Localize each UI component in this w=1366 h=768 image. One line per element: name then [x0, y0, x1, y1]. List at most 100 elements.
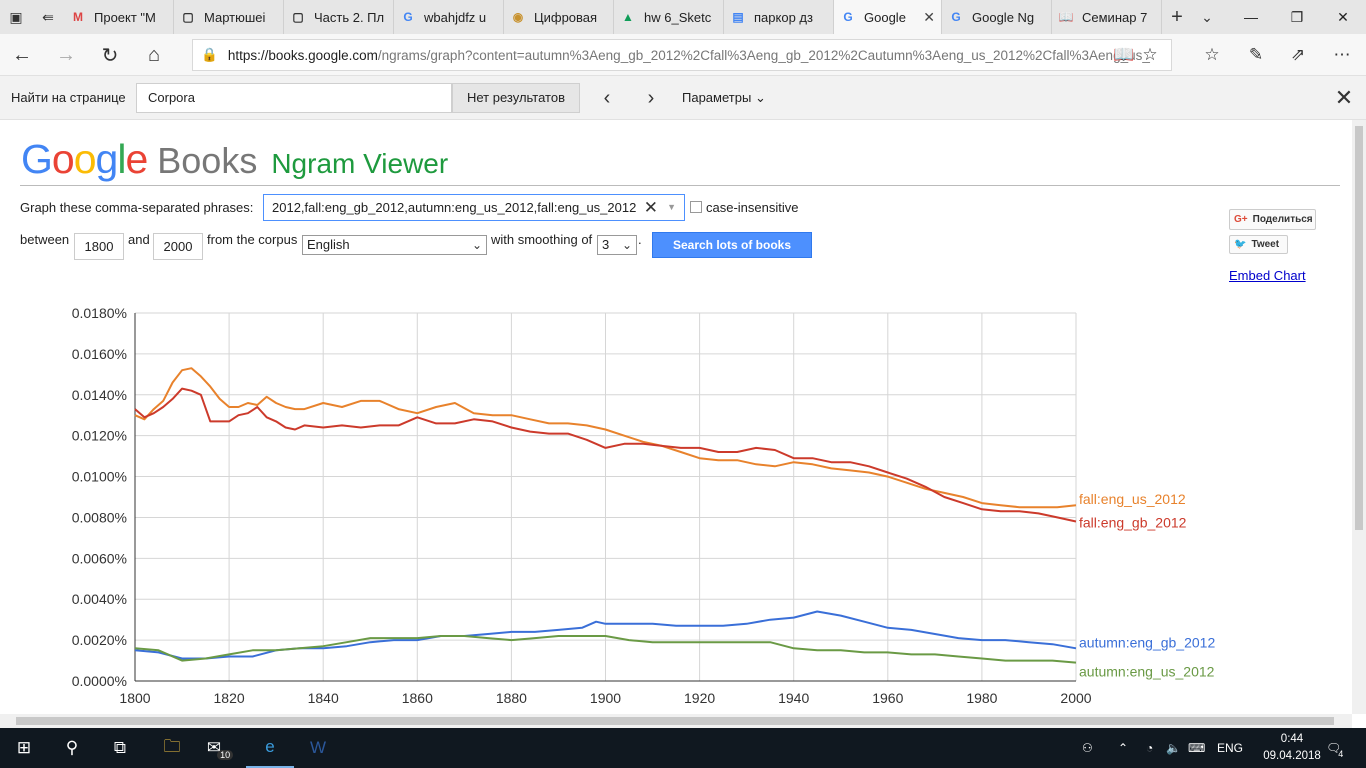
- people-icon[interactable]: ⚇: [1082, 741, 1093, 755]
- series-line: [134, 367, 1077, 509]
- find-close-icon[interactable]: ✕: [1334, 85, 1354, 110]
- notification-count: 4: [1338, 749, 1344, 759]
- vertical-scrollbar[interactable]: [1352, 120, 1366, 714]
- y-tick-label: 0.0160%: [72, 346, 127, 362]
- tab-preview-chevron-icon[interactable]: ⌄: [1201, 8, 1213, 25]
- corpus-value: English: [307, 237, 350, 252]
- browser-tab[interactable]: ▢ Часть 2. Пл: [284, 0, 394, 34]
- address-bar-row: ← → ↻ ⌂ 🔒 https://books.google.com/ngram…: [0, 34, 1366, 76]
- forward-icon[interactable]: →: [56, 43, 76, 66]
- windows-taskbar: ⊞ ⚲ ⧉ 🗀 ✉ 10 e W ⚇ ⌃ ◔ 🔈 ⌨ ENG 0:44 09.04…: [0, 728, 1366, 768]
- favorite-star-icon[interactable]: ☆: [1142, 45, 1158, 64]
- search-button[interactable]: Search lots of books: [652, 232, 812, 258]
- browser-tab[interactable]: M Проект "М: [64, 0, 174, 34]
- new-tab-button[interactable]: +: [1171, 5, 1183, 28]
- share-icon[interactable]: ⇗: [1290, 45, 1306, 64]
- find-next-icon[interactable]: ›: [647, 86, 655, 109]
- web-note-icon[interactable]: ✎: [1248, 45, 1264, 64]
- find-options-label: Параметры: [682, 90, 752, 105]
- horizontal-scrollbar[interactable]: [0, 714, 1352, 728]
- file-explorer-icon[interactable]: 🗀: [163, 736, 181, 756]
- embed-chart-link[interactable]: Embed Chart: [1229, 268, 1306, 283]
- find-options-button[interactable]: Параметры ⌄: [682, 90, 766, 106]
- case-insensitive-label: case-insensitive: [706, 200, 799, 215]
- case-insensitive-checkbox[interactable]: [690, 201, 702, 213]
- y-tick-label: 0.0000%: [72, 673, 127, 689]
- cybermap-icon: ◉: [512, 10, 524, 24]
- x-tick-label: 1980: [966, 690, 997, 706]
- restore-icon[interactable]: ❐: [1290, 8, 1304, 25]
- close-window-icon[interactable]: ✕: [1337, 8, 1349, 25]
- lock-icon: 🔒: [201, 47, 218, 62]
- browser-tab[interactable]: G Google Ng: [942, 0, 1052, 34]
- share-button[interactable]: G+ Поделиться: [1229, 209, 1316, 230]
- mail-icon[interactable]: ✉ 10: [196, 728, 244, 768]
- between-label: between: [20, 232, 70, 247]
- browser-tab[interactable]: ▲ hw 6_Sketc: [614, 0, 724, 34]
- find-label: Найти на странице: [11, 90, 126, 105]
- action-center-icon[interactable]: 🗨 4: [1326, 741, 1344, 759]
- gmail-icon: M: [73, 10, 83, 24]
- vertical-scroll-thumb[interactable]: [1355, 126, 1363, 530]
- set-aside-tabs-icon[interactable]: ⇚: [42, 8, 54, 25]
- keyboard-icon[interactable]: ⌨: [1188, 741, 1206, 755]
- back-icon[interactable]: ←: [12, 43, 32, 66]
- word-icon[interactable]: W: [309, 738, 327, 757]
- browser-tab[interactable]: 📖 Семинар 7: [1052, 0, 1162, 34]
- minimize-icon[interactable]: —: [1244, 9, 1258, 25]
- start-icon[interactable]: ⊞: [16, 738, 32, 757]
- favorites-hub-icon[interactable]: ☆: [1204, 45, 1220, 64]
- browser-tab[interactable]: G Google ✕: [834, 0, 942, 34]
- browser-tab[interactable]: ▢ Мартюшеі: [174, 0, 284, 34]
- volume-icon[interactable]: 🔈: [1166, 741, 1181, 755]
- url-path: /ngrams/graph?content=autumn%3Aeng_gb_20…: [377, 47, 1150, 63]
- tab-title: Часть 2. Пл: [314, 9, 385, 25]
- tray-chevron-icon[interactable]: ⌃: [1118, 741, 1129, 755]
- clear-icon[interactable]: ✕: [643, 198, 658, 217]
- search-icon[interactable]: ⚲: [65, 738, 79, 757]
- find-prev-icon[interactable]: ‹: [603, 86, 611, 109]
- google-icon: G: [843, 10, 853, 24]
- tab-title: Цифровая: [534, 9, 598, 25]
- page-icon: ▢: [182, 10, 194, 24]
- url-field[interactable]: 🔒 https://books.google.com/ngrams/graph?…: [192, 39, 1172, 71]
- tab-title: wbahjdfz u: [424, 9, 487, 25]
- tweet-button[interactable]: 🐦 Tweet: [1229, 235, 1288, 254]
- edge-browser-icon[interactable]: e: [246, 728, 294, 768]
- x-tick-label: 1960: [872, 690, 903, 706]
- and-label: and: [128, 232, 150, 247]
- tab-title: паркор дз: [754, 9, 813, 25]
- tab-groups-icon[interactable]: ▣: [9, 8, 23, 25]
- smoothing-select[interactable]: 3 ⌄: [597, 235, 637, 255]
- close-tab-icon[interactable]: ✕: [923, 8, 935, 25]
- year-end-input[interactable]: 2000: [153, 233, 203, 260]
- horizontal-scroll-thumb[interactable]: [16, 717, 1334, 725]
- more-icon[interactable]: ⋯: [1333, 45, 1351, 64]
- tab-title: Проект "М: [94, 9, 156, 25]
- phrases-input[interactable]: 2012,fall:eng_gb_2012,autumn:eng_us_2012…: [263, 194, 685, 221]
- x-tick-label: 1920: [684, 690, 715, 706]
- y-tick-label: 0.0140%: [72, 387, 127, 403]
- mail-badge: 10: [217, 750, 234, 760]
- reading-view-icon[interactable]: 📖: [1113, 45, 1135, 64]
- docs-icon: ▤: [732, 10, 744, 24]
- find-input[interactable]: Corpora: [136, 83, 452, 113]
- refresh-icon[interactable]: ↻: [101, 44, 119, 67]
- series-label: autumn:eng_us_2012: [1079, 664, 1215, 680]
- language-indicator[interactable]: ENG: [1217, 741, 1244, 755]
- share-label: Поделиться: [1252, 214, 1313, 225]
- task-view-icon[interactable]: ⧉: [113, 738, 127, 757]
- home-icon[interactable]: ⌂: [147, 43, 161, 66]
- browser-tab[interactable]: ◉ Цифровая: [504, 0, 614, 34]
- year-start-input[interactable]: 1800: [74, 233, 124, 260]
- wifi-icon[interactable]: ◔: [1146, 741, 1154, 755]
- corpus-select[interactable]: English ⌄: [302, 235, 487, 255]
- x-tick-label: 1820: [214, 690, 245, 706]
- clock[interactable]: 0:44 09.04.2018: [1262, 731, 1322, 765]
- browser-tab[interactable]: ▤ паркор дз: [724, 0, 834, 34]
- x-tick-label: 1880: [496, 690, 527, 706]
- period-text: .: [638, 232, 642, 247]
- clock-date: 09.04.2018: [1263, 750, 1321, 762]
- phrases-value: 2012,fall:eng_gb_2012,autumn:eng_us_2012…: [272, 200, 637, 215]
